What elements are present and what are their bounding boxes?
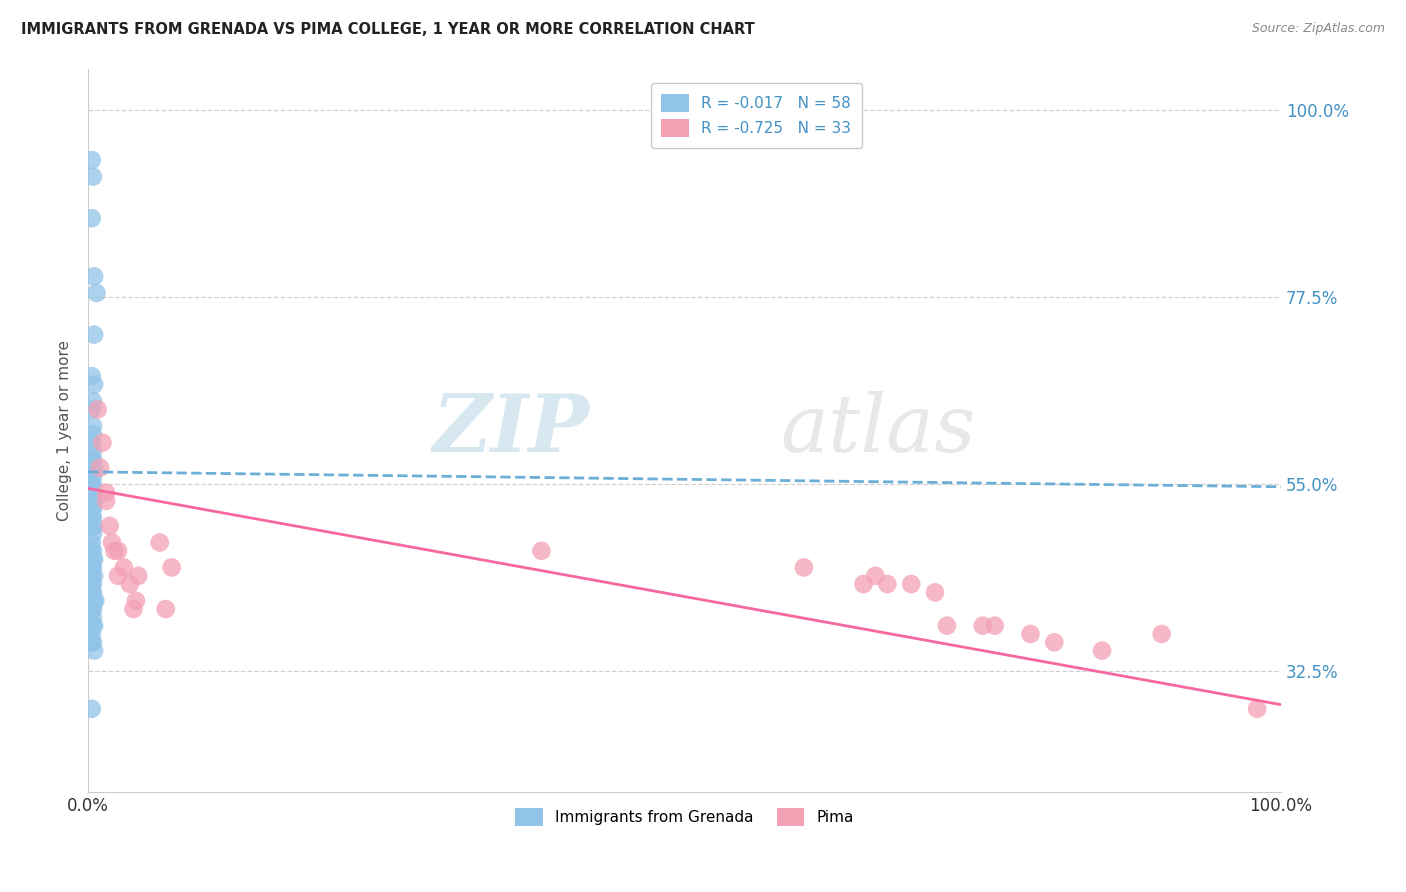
Point: [936, 618, 959, 632]
Text: atlas: atlas: [780, 392, 976, 469]
Point: [82, 477, 104, 491]
Point: [83, 618, 105, 632]
Point: [83, 643, 105, 657]
Point: [80, 535, 103, 549]
Point: [84, 593, 107, 607]
Point: [876, 577, 898, 591]
Point: [83, 377, 105, 392]
Point: [852, 577, 875, 591]
Point: [82, 618, 104, 632]
Point: [82, 419, 104, 434]
Point: [80, 568, 103, 582]
Point: [80, 577, 103, 591]
Point: [983, 618, 1005, 632]
Point: [82, 469, 104, 483]
Point: [900, 577, 922, 591]
Point: [80, 510, 103, 524]
Point: [82, 527, 104, 541]
Point: [972, 618, 994, 632]
Point: [82, 577, 104, 591]
Text: IMMIGRANTS FROM GRENADA VS PIMA COLLEGE, 1 YEAR OR MORE CORRELATION CHART: IMMIGRANTS FROM GRENADA VS PIMA COLLEGE,…: [21, 22, 755, 37]
Point: [82, 485, 104, 500]
Point: [82, 510, 104, 524]
Y-axis label: College, 1 year or more: College, 1 year or more: [58, 340, 72, 521]
Point: [80, 452, 103, 467]
Point: [80, 602, 103, 616]
Text: Source: ZipAtlas.com: Source: ZipAtlas.com: [1251, 22, 1385, 36]
Point: [82, 394, 104, 409]
Point: [80, 369, 103, 384]
Point: [94, 485, 117, 500]
Point: [1091, 643, 1114, 657]
Point: [149, 535, 172, 549]
Point: [82, 427, 104, 442]
Text: ZIP: ZIP: [432, 392, 589, 469]
Point: [83, 460, 105, 475]
Point: [83, 494, 105, 508]
Point: [155, 602, 177, 616]
Point: [103, 544, 125, 558]
Point: [83, 568, 105, 582]
Point: [83, 327, 105, 342]
Point: [101, 535, 124, 549]
Point: [80, 485, 103, 500]
Point: [80, 494, 103, 508]
Point: [122, 602, 145, 616]
Point: [80, 402, 103, 417]
Point: [80, 477, 103, 491]
Point: [1043, 635, 1066, 649]
Point: [865, 568, 887, 582]
Point: [80, 502, 103, 516]
Point: [82, 560, 104, 574]
Point: [86, 402, 108, 417]
Point: [82, 444, 104, 458]
Point: [160, 560, 183, 574]
Point: [1019, 627, 1042, 641]
Point: [118, 577, 141, 591]
Point: [80, 635, 103, 649]
Point: [80, 460, 103, 475]
Point: [82, 494, 104, 508]
Point: [80, 627, 103, 641]
Point: [83, 552, 105, 566]
Point: [80, 211, 103, 226]
Point: [82, 552, 104, 566]
Point: [107, 568, 129, 582]
Point: [82, 519, 104, 533]
Point: [793, 560, 815, 574]
Point: [80, 544, 103, 558]
Legend: Immigrants from Grenada, Pima: Immigrants from Grenada, Pima: [506, 799, 863, 835]
Point: [94, 494, 117, 508]
Point: [530, 544, 553, 558]
Point: [80, 435, 103, 450]
Point: [83, 269, 105, 284]
Point: [82, 610, 104, 624]
Point: [80, 702, 103, 716]
Point: [82, 635, 104, 649]
Point: [127, 568, 149, 582]
Point: [1150, 627, 1173, 641]
Point: [80, 585, 103, 599]
Point: [82, 452, 104, 467]
Point: [98, 519, 121, 533]
Point: [80, 153, 103, 167]
Point: [89, 460, 111, 475]
Point: [82, 585, 104, 599]
Point: [86, 286, 108, 301]
Point: [80, 560, 103, 574]
Point: [91, 435, 114, 450]
Point: [82, 544, 104, 558]
Point: [82, 602, 104, 616]
Point: [107, 544, 129, 558]
Point: [83, 519, 105, 533]
Point: [924, 585, 946, 599]
Point: [112, 560, 135, 574]
Point: [82, 169, 104, 184]
Point: [125, 593, 148, 607]
Point: [83, 593, 105, 607]
Point: [82, 502, 104, 516]
Point: [1246, 702, 1268, 716]
